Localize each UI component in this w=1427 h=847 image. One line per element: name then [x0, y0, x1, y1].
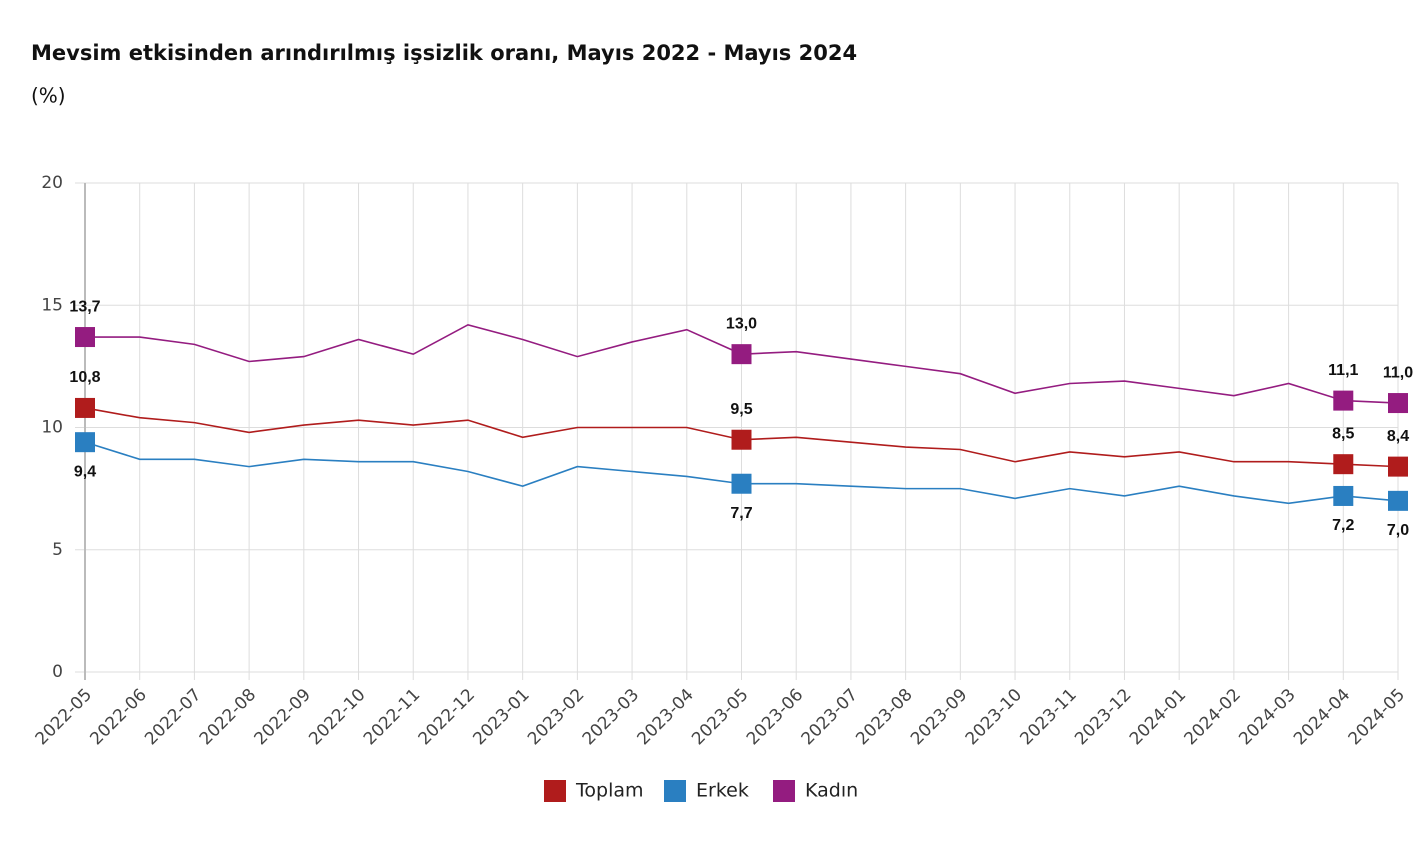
legend-swatch: [664, 780, 686, 802]
y-tick-label: 10: [41, 418, 63, 438]
data-marker: [1333, 454, 1354, 475]
data-label: 13,0: [726, 315, 757, 332]
data-label: 10,8: [69, 369, 100, 386]
chart-subtitle: (%): [31, 84, 66, 108]
x-tick-label: 2023-06: [743, 685, 807, 749]
y-tick-label: 0: [52, 662, 63, 682]
data-label: 7,0: [1387, 522, 1409, 539]
x-tick-label: 2023-11: [1016, 685, 1080, 749]
x-tick-label: 2022-05: [32, 685, 96, 749]
data-marker: [731, 473, 752, 494]
legend-swatch: [773, 780, 795, 802]
x-tick-label: 2022-09: [251, 685, 315, 749]
legend-label: Kadın: [805, 780, 858, 802]
data-marker: [75, 432, 95, 453]
data-label: 9,5: [730, 401, 752, 418]
x-tick-label: 2023-10: [962, 685, 1026, 749]
x-tick-label: 2023-12: [1071, 685, 1135, 749]
data-label: 11,0: [1383, 364, 1413, 381]
x-tick-label: 2022-06: [86, 685, 150, 749]
x-tick-label: 2023-07: [798, 685, 862, 749]
y-tick-label: 20: [41, 173, 63, 193]
x-tick-label: 2024-03: [1235, 685, 1299, 749]
data-marker: [1333, 390, 1354, 411]
x-tick-label: 2023-03: [579, 685, 643, 749]
x-tick-label: 2023-02: [524, 685, 588, 749]
data-label: 7,7: [730, 505, 752, 522]
data-marker: [1333, 485, 1354, 506]
x-tick-label: 2023-09: [907, 685, 971, 749]
data-marker: [1388, 456, 1408, 477]
chart-title: Mevsim etkisinden arındırılmış işsizlik …: [31, 41, 857, 65]
data-label: 13,7: [69, 298, 100, 315]
data-label: 9,4: [74, 463, 96, 480]
legend-swatch: [544, 780, 566, 802]
x-tick-label: 2023-04: [633, 685, 697, 749]
x-tick-label: 2024-04: [1290, 685, 1354, 749]
data-marker: [731, 429, 752, 450]
x-tick-label: 2022-10: [305, 685, 369, 749]
y-tick-label: 5: [52, 540, 63, 560]
data-label: 11,1: [1328, 362, 1358, 379]
x-tick-label: 2024-01: [1126, 685, 1190, 749]
x-tick-label: 2022-12: [415, 685, 479, 749]
data-label: 7,2: [1332, 517, 1354, 534]
x-tick-label: 2022-08: [196, 685, 260, 749]
data-label: 8,4: [1387, 428, 1409, 445]
x-tick-label: 2023-01: [469, 685, 533, 749]
y-tick-label: 15: [41, 295, 63, 315]
legend-label: Erkek: [696, 780, 749, 802]
x-tick-label: 2024-05: [1345, 685, 1409, 749]
x-tick-label: 2023-05: [688, 685, 752, 749]
data-marker: [75, 327, 95, 348]
data-marker: [1388, 490, 1408, 511]
x-tick-label: 2024-02: [1181, 685, 1245, 749]
data-marker: [731, 344, 752, 365]
data-marker: [75, 397, 95, 418]
legend-label: Toplam: [575, 780, 644, 802]
x-tick-label: 2023-08: [852, 685, 916, 749]
x-tick-label: 2022-07: [141, 685, 205, 749]
data-marker: [1388, 393, 1408, 414]
x-tick-label: 2022-11: [360, 685, 424, 749]
data-label: 8,5: [1332, 425, 1354, 442]
